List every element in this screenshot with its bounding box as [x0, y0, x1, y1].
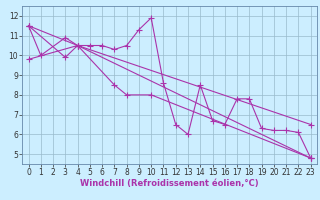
X-axis label: Windchill (Refroidissement éolien,°C): Windchill (Refroidissement éolien,°C) — [80, 179, 259, 188]
